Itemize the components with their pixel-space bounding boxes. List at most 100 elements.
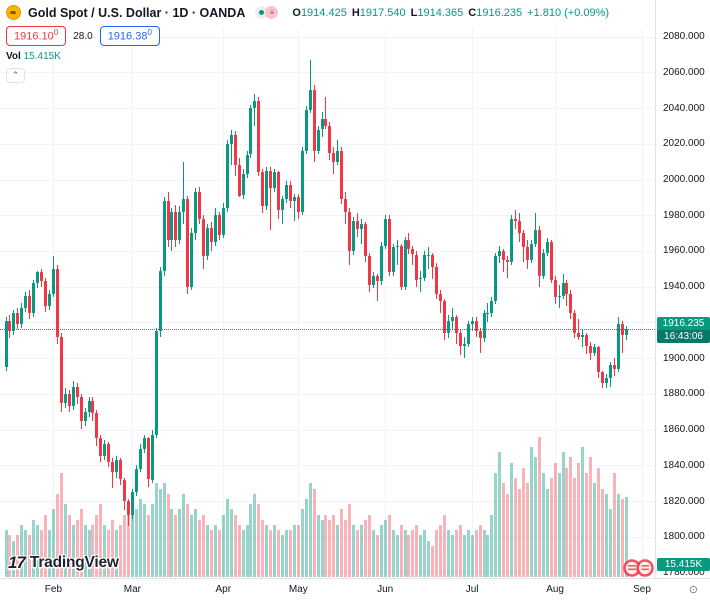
volume-bar bbox=[162, 483, 166, 577]
volume-bar bbox=[553, 462, 557, 577]
volume-bar bbox=[316, 514, 320, 577]
grid-line bbox=[53, 28, 55, 578]
volume-bar bbox=[608, 509, 612, 577]
candle-body bbox=[569, 293, 573, 314]
candle-body bbox=[498, 250, 502, 257]
volume-bar bbox=[498, 452, 502, 577]
candle-body bbox=[399, 245, 403, 287]
price-axis-label: 1780.000 bbox=[663, 566, 705, 578]
volume-bar bbox=[75, 519, 79, 577]
price-axis[interactable]: 1916.235 16:43:06 15.415K 2080.000 2060.0… bbox=[655, 0, 710, 578]
open-value: O1914.425 bbox=[292, 6, 347, 19]
candle-body bbox=[616, 324, 620, 369]
candle-body bbox=[83, 411, 87, 421]
volume-bar bbox=[36, 525, 40, 577]
candle-body bbox=[95, 413, 99, 439]
candle-body bbox=[470, 320, 474, 325]
symbol-title[interactable]: Gold Spot / U.S. Dollar · 1D · OANDA bbox=[28, 5, 246, 20]
volume-bar bbox=[510, 462, 514, 577]
candle-body bbox=[462, 343, 466, 346]
volume-bar bbox=[206, 525, 209, 577]
candle-body bbox=[403, 240, 407, 287]
volume-bar bbox=[12, 540, 16, 577]
volume-bar bbox=[4, 530, 8, 577]
volume-bar bbox=[198, 519, 202, 577]
market-status-pill[interactable]: ≡ bbox=[255, 6, 279, 19]
grid-line bbox=[472, 28, 474, 578]
high-value: H1917.540 bbox=[351, 6, 406, 19]
volume-bar bbox=[403, 530, 407, 577]
candle-body bbox=[533, 229, 537, 244]
volume-bar bbox=[245, 525, 249, 577]
candle-body bbox=[608, 365, 612, 378]
candle-body bbox=[281, 199, 284, 210]
candle-body bbox=[367, 256, 371, 285]
volume-bar bbox=[399, 525, 403, 577]
grid-line bbox=[0, 322, 655, 324]
grid-line bbox=[0, 179, 655, 181]
candle-body bbox=[261, 172, 265, 207]
price-axis-label: 2020.000 bbox=[663, 138, 705, 150]
candle-body bbox=[150, 434, 154, 480]
buy-ask-button[interactable]: 1916.380 bbox=[99, 26, 160, 46]
volume-bar bbox=[506, 493, 510, 577]
volume-bar bbox=[482, 530, 486, 577]
volume-bar bbox=[241, 530, 245, 577]
price-axis-label: 1940.000 bbox=[663, 281, 705, 293]
volume-bar bbox=[545, 488, 549, 577]
candle-body bbox=[581, 334, 585, 337]
volume-bar bbox=[573, 478, 577, 577]
candle-body bbox=[71, 386, 75, 407]
candle-body bbox=[604, 377, 608, 384]
candle-body bbox=[40, 272, 44, 282]
candle-body bbox=[288, 184, 292, 201]
candle-body bbox=[541, 252, 545, 276]
volume-bar bbox=[577, 462, 581, 577]
grid-line bbox=[0, 143, 655, 145]
news-icon: ≡ bbox=[265, 6, 279, 19]
price-axis-label: 2080.000 bbox=[663, 31, 705, 43]
volume-bar bbox=[67, 514, 71, 577]
volume-bar bbox=[525, 483, 529, 577]
time-axis-label: May bbox=[288, 584, 308, 595]
volume-bar bbox=[63, 504, 67, 577]
candle-body bbox=[32, 283, 36, 314]
volume-bar bbox=[415, 525, 419, 577]
volume-bar bbox=[624, 496, 628, 577]
gold-symbol-icon bbox=[6, 5, 21, 20]
candle-body bbox=[320, 118, 324, 130]
grid-line bbox=[0, 108, 655, 109]
chart-legend: Gold Spot / U.S. Dollar · 1D · OANDA ≡ O… bbox=[6, 4, 614, 83]
candle-body bbox=[458, 333, 462, 346]
volume-bar bbox=[292, 525, 296, 577]
grid-line bbox=[0, 250, 655, 252]
volume-bar bbox=[383, 519, 387, 577]
candle-body bbox=[154, 331, 158, 435]
candle-body bbox=[8, 320, 12, 332]
candle-body bbox=[340, 150, 344, 200]
price-axis-label: 1880.000 bbox=[663, 388, 705, 400]
tradingview-logo[interactable]: 17 TradingView bbox=[8, 553, 119, 572]
volume-bar bbox=[348, 504, 352, 577]
volume-bar bbox=[478, 525, 482, 577]
candle-body bbox=[198, 192, 202, 219]
sell-bid-button[interactable]: 1916.100 bbox=[6, 26, 67, 46]
candle-body bbox=[466, 324, 470, 344]
candle-wick bbox=[582, 329, 584, 348]
volume-bar bbox=[115, 530, 119, 577]
chart-canvas[interactable] bbox=[0, 0, 655, 578]
volume-bar bbox=[304, 499, 308, 577]
volume-bar bbox=[91, 525, 95, 577]
candle-body bbox=[391, 247, 395, 273]
volume-bar bbox=[221, 514, 225, 577]
axis-settings-icon[interactable]: ⊙ bbox=[688, 584, 698, 596]
candle-wick bbox=[440, 290, 441, 314]
candle-body bbox=[348, 211, 352, 251]
volume-bar bbox=[202, 514, 205, 577]
collapse-legend-button[interactable]: ⌃ bbox=[6, 68, 25, 83]
tradingview-mark-icon: 17 bbox=[8, 553, 26, 572]
candle-wick bbox=[396, 240, 398, 266]
volume-bar bbox=[288, 530, 292, 577]
time-axis[interactable]: ⊙ Feb Mar Apr May Jun Jul Aug Sep bbox=[0, 578, 710, 600]
candle-body bbox=[545, 242, 549, 253]
